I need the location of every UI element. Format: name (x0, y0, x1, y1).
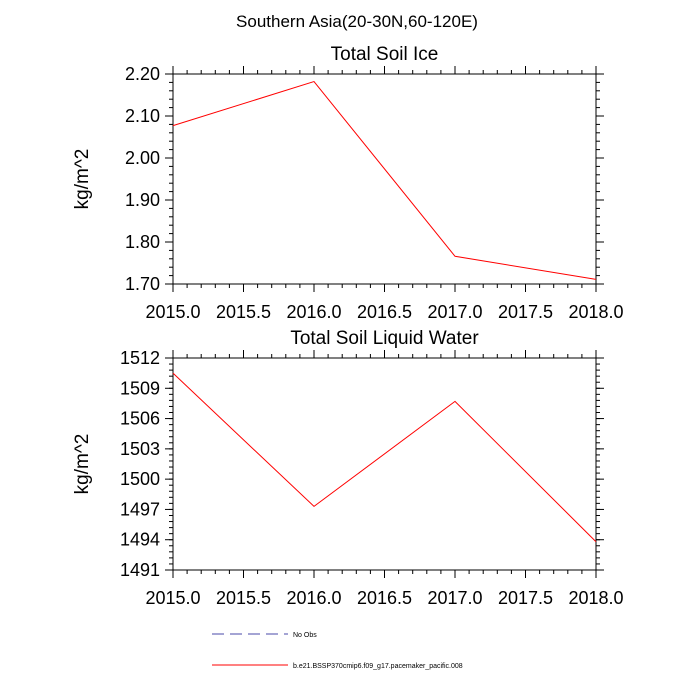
panel-total-soil-ice: Total Soil Ice kg/m^2 1.70 1.80 1.90 2.00 2.10… (72, 44, 624, 322)
series-line-soil-ice (172, 80, 597, 280)
x-tick-label-soil-ice: 2016.0 (286, 302, 341, 322)
x-tick-label-soil-liquid-water: 2015.0 (145, 588, 200, 608)
legend-label-model-run: b.e21.BSSP370cmip6.f09_g17.pacemaker_pac… (293, 663, 463, 670)
x-tick-label-soil-ice: 2015.0 (145, 302, 200, 322)
y-tick-label-soil-ice: 1.90 (125, 190, 160, 210)
panel-title-soil-ice: Total Soil Ice (331, 44, 439, 65)
x-tick-label-soil-liquid-water: 2018.0 (568, 588, 623, 608)
x-tick-label-soil-liquid-water: 2015.5 (216, 588, 271, 608)
y-tick-label-soil-liquid-water: 1494 (120, 530, 160, 550)
y-tick-label-soil-liquid-water: 1512 (120, 348, 160, 368)
y-tick-label-soil-liquid-water: 1506 (120, 409, 160, 429)
y-tick-label-soil-liquid-water: 1503 (120, 439, 160, 459)
x-tick-label-soil-liquid-water: 2017.5 (498, 588, 553, 608)
y-tick-label-soil-liquid-water: 1491 (120, 560, 160, 580)
x-tick-label-soil-ice: 2016.5 (357, 302, 412, 322)
y-axis-label-soil-ice: kg/m^2 (72, 149, 93, 210)
plot-frame-soil-liquid-water (172, 357, 597, 571)
legend-label-no-obs: No Obs (293, 632, 317, 639)
y-tick-label-soil-ice: 2.20 (125, 64, 160, 84)
x-tick-label-soil-liquid-water: 2016.0 (286, 588, 341, 608)
x-tick-label-soil-ice: 2018.0 (568, 302, 623, 322)
y-tick-label-soil-ice: 2.10 (125, 106, 160, 126)
series-line-soil-liquid-water (172, 372, 597, 543)
x-tick-label-soil-ice: 2017.0 (427, 302, 482, 322)
x-tick-label-soil-liquid-water: 2016.5 (357, 588, 412, 608)
y-tick-label-soil-ice: 1.70 (125, 274, 160, 294)
y-tick-label-soil-liquid-water: 1497 (120, 499, 160, 519)
x-tick-label-soil-ice: 2017.5 (498, 302, 553, 322)
y-tick-label-soil-ice: 2.00 (125, 148, 160, 168)
y-tick-label-soil-ice: 1.80 (125, 232, 160, 252)
y-tick-label-soil-liquid-water: 1500 (120, 469, 160, 489)
x-tick-label-soil-ice: 2015.5 (216, 302, 271, 322)
y-tick-label-soil-liquid-water: 1509 (120, 378, 160, 398)
legend: No Obs b.e21.BSSP370cmip6.f09_g17.pacema… (212, 632, 463, 670)
figure-suptitle: Southern Asia(20-30N,60-120E) (236, 12, 478, 31)
panel-total-soil-liquid-water: Total Soil Liquid Water kg/m^2 1491 1494 149… (72, 328, 624, 608)
y-axis-label-soil-liquid-water: kg/m^2 (72, 434, 93, 495)
x-tick-label-soil-liquid-water: 2017.0 (427, 588, 482, 608)
panel-title-soil-liquid-water: Total Soil Liquid Water (290, 328, 479, 349)
